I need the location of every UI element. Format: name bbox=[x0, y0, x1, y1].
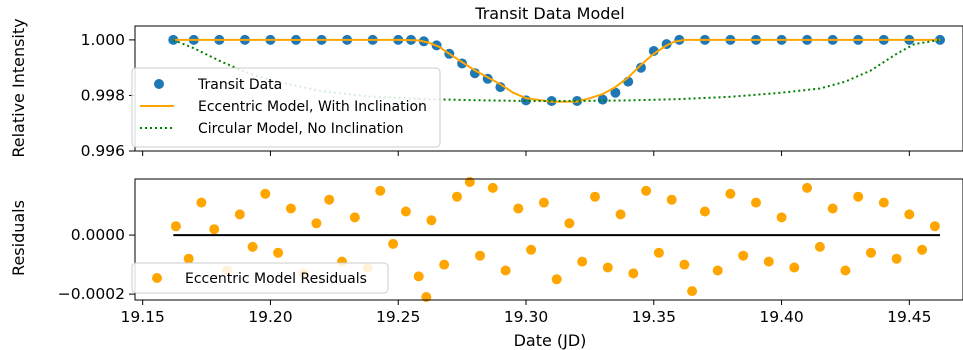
legend-label-transit-data: Transit Data bbox=[197, 77, 282, 93]
bottom-series-0-point bbox=[815, 242, 825, 252]
bottom-series-0-point bbox=[452, 192, 462, 202]
x-tick-label: 19.25 bbox=[376, 308, 420, 326]
bottom-series-0-point bbox=[539, 198, 549, 208]
bottom-series-0-point bbox=[603, 263, 613, 273]
bottom-series-0-point bbox=[513, 204, 523, 214]
bottom-series-0-point bbox=[414, 271, 424, 281]
bottom-series-0-point bbox=[751, 198, 761, 208]
bottom-series-0-point bbox=[286, 204, 296, 214]
bottom-series-0-point bbox=[930, 221, 940, 231]
bottom-series-0-point bbox=[700, 207, 710, 217]
bottom-series-0-point bbox=[526, 245, 536, 255]
bottom-series-0-point bbox=[641, 186, 651, 196]
bottom-series-0-point bbox=[577, 257, 587, 267]
bottom-series-0-point bbox=[260, 189, 270, 199]
bottom-series-0-point bbox=[439, 260, 449, 270]
bottom-series-0-point bbox=[590, 192, 600, 202]
legend-marker-transit-data bbox=[154, 79, 164, 89]
bottom-series-0-point bbox=[667, 195, 677, 205]
x-tick-label: 19.15 bbox=[120, 308, 164, 326]
top-legend: Transit Data Eccentric Model, With Incli… bbox=[132, 68, 440, 147]
bottom-series-0-point bbox=[654, 248, 664, 258]
bottom-series-0-point bbox=[789, 263, 799, 273]
bottom-series-0-point bbox=[184, 254, 194, 264]
bottom-series-0-point bbox=[171, 221, 181, 231]
bottom-series-0-point bbox=[375, 186, 385, 196]
bottom-series-0-point bbox=[713, 266, 723, 276]
legend-marker-residuals bbox=[152, 273, 162, 283]
bottom-series-0-point bbox=[866, 248, 876, 258]
bottom-y-axis-label: Residuals bbox=[9, 200, 28, 276]
bottom-series-0-point bbox=[904, 209, 914, 219]
bottom-series-0-point bbox=[501, 266, 511, 276]
x-tick-label: 19.20 bbox=[248, 308, 292, 326]
bottom-series-0-point bbox=[273, 248, 283, 258]
bottom-legend: Eccentric Model Residuals bbox=[132, 263, 388, 293]
bottom-y-tick-label: −0.0002 bbox=[58, 285, 125, 303]
bottom-series-0-point bbox=[475, 251, 485, 261]
legend-label-circular-model: Circular Model, No Inclination bbox=[198, 121, 404, 137]
bottom-series-0-point bbox=[350, 212, 360, 222]
bottom-series-0-point bbox=[564, 218, 574, 228]
top-y-tick-label: 1.000 bbox=[81, 31, 125, 49]
x-axis-label: Date (JD) bbox=[514, 331, 587, 350]
bottom-series-0-point bbox=[488, 183, 498, 193]
bottom-series-0-point bbox=[679, 260, 689, 270]
top-y-tick-label: 0.996 bbox=[81, 142, 125, 160]
bottom-series-0-point bbox=[917, 245, 927, 255]
bottom-series-0-point bbox=[879, 198, 889, 208]
x-tick-label: 19.35 bbox=[632, 308, 676, 326]
bottom-y-tick-label: 0.0000 bbox=[71, 226, 125, 244]
bottom-series-0-point bbox=[426, 215, 436, 225]
x-tick-label: 19.45 bbox=[887, 308, 931, 326]
bottom-series-0-point bbox=[235, 209, 245, 219]
bottom-series-0-point bbox=[401, 207, 411, 217]
bottom-series-0-point bbox=[802, 183, 812, 193]
bottom-series-0-point bbox=[892, 254, 902, 264]
legend-label-residuals: Eccentric Model Residuals bbox=[185, 271, 367, 287]
chart-title: Transit Data Model bbox=[474, 4, 624, 23]
bottom-series-0-point bbox=[209, 224, 219, 234]
bottom-series-0-point bbox=[764, 257, 774, 267]
x-tick-label: 19.40 bbox=[759, 308, 803, 326]
x-tick-label: 19.30 bbox=[504, 308, 548, 326]
bottom-series-0-point bbox=[828, 204, 838, 214]
bottom-series-0-point bbox=[628, 268, 638, 278]
bottom-series-0-point bbox=[311, 218, 321, 228]
bottom-series-0-point bbox=[616, 209, 626, 219]
top-y-tick-label: 0.998 bbox=[81, 86, 125, 104]
bottom-series-0-point bbox=[853, 192, 863, 202]
bottom-series-0-point bbox=[196, 198, 206, 208]
legend-label-eccentric-model: Eccentric Model, With Inclination bbox=[198, 99, 427, 115]
bottom-series-0-point bbox=[552, 274, 562, 284]
bottom-series-0-point bbox=[388, 239, 398, 249]
bottom-series-0-point bbox=[738, 251, 748, 261]
top-y-axis-label: Relative Intensity bbox=[9, 18, 28, 157]
bottom-series-0-point bbox=[777, 212, 787, 222]
bottom-series-0-point bbox=[248, 242, 258, 252]
bottom-series-0-point bbox=[725, 189, 735, 199]
bottom-series-0-point bbox=[687, 286, 697, 296]
bottom-series-0-point bbox=[324, 195, 334, 205]
bottom-series-0-point bbox=[840, 266, 850, 276]
